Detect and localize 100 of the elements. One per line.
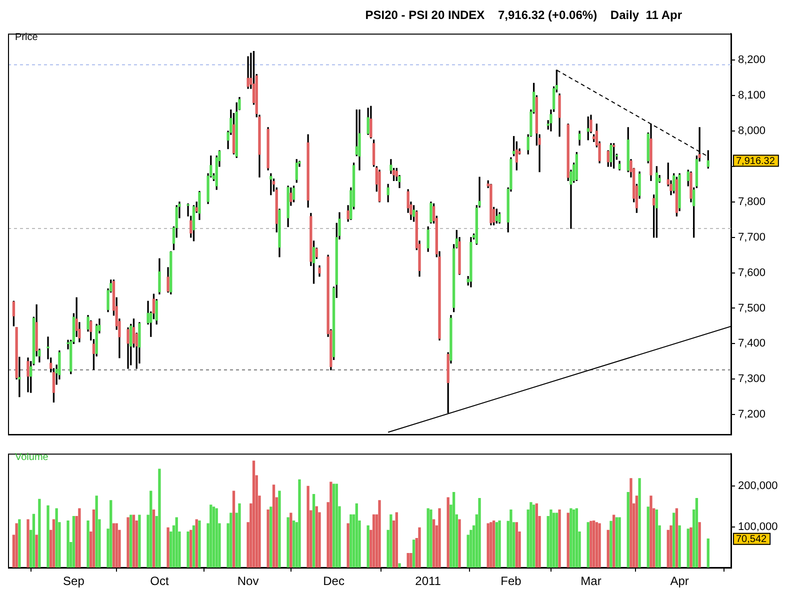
y-tick-label: 8,200 bbox=[738, 54, 766, 66]
bar bbox=[32, 514, 36, 568]
bar bbox=[586, 522, 590, 568]
bar bbox=[566, 512, 570, 568]
bar bbox=[678, 525, 681, 568]
bar bbox=[695, 498, 698, 568]
bar bbox=[112, 523, 116, 568]
bar bbox=[492, 520, 496, 568]
bar bbox=[38, 498, 41, 568]
bar bbox=[432, 519, 436, 568]
bar bbox=[315, 506, 318, 568]
bar bbox=[95, 496, 98, 568]
bar bbox=[195, 519, 198, 568]
y-tick-label: 7,500 bbox=[738, 302, 766, 314]
bar bbox=[166, 527, 170, 568]
y-tick-label: 200,000 bbox=[738, 480, 778, 492]
bar bbox=[350, 514, 352, 568]
y-axis-title: Price bbox=[15, 32, 38, 43]
bar bbox=[266, 509, 270, 568]
bar bbox=[292, 520, 296, 568]
y-tick-label: 8,100 bbox=[738, 90, 766, 102]
bar bbox=[558, 509, 561, 568]
bar bbox=[198, 520, 201, 568]
bar bbox=[330, 482, 332, 568]
bar bbox=[635, 496, 638, 568]
bar bbox=[212, 506, 216, 568]
bar bbox=[555, 512, 558, 568]
y-tick-label: 7,300 bbox=[738, 373, 766, 386]
bar bbox=[630, 478, 632, 568]
bar bbox=[615, 517, 618, 568]
bar bbox=[592, 520, 596, 568]
bar bbox=[410, 553, 412, 568]
bar bbox=[132, 514, 136, 568]
y-tick-label: 7,700 bbox=[738, 231, 766, 244]
bar bbox=[150, 490, 152, 568]
bar bbox=[35, 534, 38, 568]
x-tick-label: Mar bbox=[580, 574, 602, 588]
bar bbox=[270, 506, 272, 568]
bar bbox=[312, 494, 316, 568]
bar bbox=[570, 508, 572, 568]
bar bbox=[238, 503, 241, 568]
bar bbox=[395, 512, 398, 568]
bar bbox=[515, 522, 518, 568]
bar bbox=[646, 506, 650, 568]
bar bbox=[486, 523, 490, 568]
bar bbox=[478, 498, 481, 568]
bar bbox=[650, 496, 652, 568]
bar bbox=[175, 517, 178, 568]
bar bbox=[626, 492, 630, 568]
bar bbox=[572, 509, 576, 568]
bar bbox=[335, 484, 338, 568]
bar bbox=[306, 486, 310, 568]
bar bbox=[430, 509, 432, 568]
bar bbox=[130, 514, 132, 568]
annotation: 7,916.32 bbox=[736, 156, 776, 167]
bar bbox=[346, 523, 350, 568]
bar bbox=[655, 509, 658, 568]
bar bbox=[610, 520, 612, 568]
bar bbox=[86, 520, 90, 568]
bar bbox=[618, 517, 621, 568]
bar bbox=[272, 484, 276, 568]
bar bbox=[138, 514, 141, 568]
bar bbox=[698, 522, 701, 568]
bar bbox=[426, 508, 430, 568]
bar bbox=[666, 530, 670, 568]
bar bbox=[126, 517, 130, 568]
bar bbox=[15, 523, 18, 568]
bar bbox=[26, 519, 30, 568]
bar bbox=[55, 508, 58, 568]
bar bbox=[550, 509, 552, 568]
bar bbox=[92, 509, 96, 568]
bar bbox=[46, 505, 50, 568]
bar bbox=[412, 540, 416, 568]
y-tick-label: 7,800 bbox=[738, 196, 766, 208]
bar bbox=[612, 514, 616, 568]
bar bbox=[18, 519, 21, 568]
bar bbox=[458, 519, 461, 568]
x-tick-label: Feb bbox=[500, 574, 522, 588]
bar bbox=[78, 508, 81, 568]
y-axis-title: Volume bbox=[15, 452, 48, 463]
bar bbox=[190, 530, 192, 568]
bar bbox=[446, 497, 450, 568]
bar bbox=[672, 512, 676, 568]
bar bbox=[152, 509, 156, 568]
bar bbox=[498, 520, 501, 568]
bar bbox=[706, 538, 710, 568]
bar bbox=[532, 504, 536, 568]
bar bbox=[210, 504, 212, 568]
bar bbox=[590, 520, 592, 568]
bar bbox=[470, 530, 472, 568]
bar bbox=[378, 500, 381, 568]
bar bbox=[52, 519, 56, 568]
bar bbox=[192, 525, 196, 568]
bar bbox=[595, 522, 598, 568]
bar bbox=[675, 508, 678, 568]
bar bbox=[398, 563, 401, 568]
bar bbox=[390, 514, 392, 568]
bar bbox=[332, 484, 336, 568]
bar bbox=[686, 528, 690, 568]
bar bbox=[406, 553, 410, 568]
